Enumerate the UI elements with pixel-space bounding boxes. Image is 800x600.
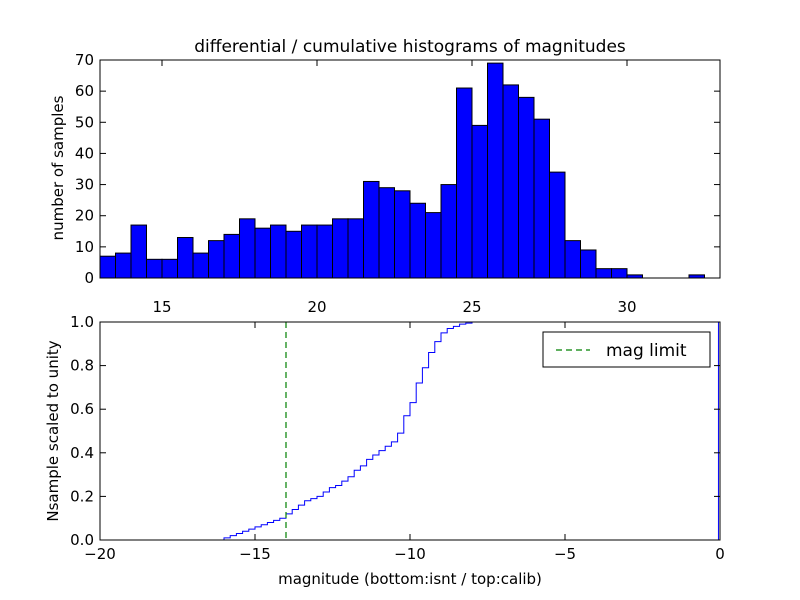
- legend: mag limit: [542, 331, 711, 368]
- bottom-ticks-group: 0.0 0.2 0.4 0.6 0.8 1.0 −20 −15 −10 −5 0: [70, 313, 725, 563]
- histogram-bar: [378, 187, 395, 279]
- bottom-y-tick-label: 1.0: [70, 313, 94, 331]
- histogram-bar: [564, 240, 581, 279]
- histogram-bar: [130, 224, 147, 279]
- top-y-tick-label: 10: [75, 238, 94, 256]
- top-plot-frame: [99, 59, 721, 279]
- top-y-tick-label: 40: [75, 144, 94, 162]
- histogram-bar: [301, 224, 318, 279]
- top-x-tick-label: 30: [617, 298, 636, 316]
- bottom-x-tick-label: −10: [394, 545, 426, 563]
- top-chart-title: differential / cumulative histograms of …: [194, 37, 626, 57]
- histogram-bar: [595, 268, 612, 279]
- bottom-x-tick-label: −5: [554, 545, 576, 563]
- histogram-bar: [270, 224, 287, 279]
- cumulative-step-line: [100, 321, 719, 541]
- top-x-tick-label: 20: [307, 298, 326, 316]
- histogram-bar: [518, 96, 535, 279]
- histogram-bar: [425, 212, 442, 279]
- histogram-bar: [347, 218, 364, 279]
- histogram-bar: [285, 230, 302, 279]
- histogram-bar: [239, 218, 256, 279]
- bottom-x-tick-label: −15: [239, 545, 271, 563]
- histogram-bar: [409, 202, 426, 279]
- bottom-x-axis-label: magnitude (bottom:isnt / top:calib): [278, 570, 542, 588]
- histogram-bar: [254, 227, 271, 279]
- histogram-bar: [440, 184, 457, 279]
- top-x-tick-label: 15: [152, 298, 171, 316]
- top-y-tick-label: 20: [75, 207, 94, 225]
- histogram-bar: [332, 218, 349, 279]
- histogram-bar: [161, 258, 178, 279]
- top-y-axis-label: number of samples: [49, 95, 67, 240]
- histogram-bar: [580, 249, 597, 279]
- bottom-y-axis-label: Nsample scaled to unity: [44, 340, 62, 521]
- histogram-bar: [316, 224, 333, 279]
- histogram-bar: [502, 84, 519, 279]
- bottom-y-tick-label: 0.4: [70, 444, 94, 462]
- bottom-x-tick-label: −20: [84, 545, 116, 563]
- bottom-y-tick-label: 0.0: [70, 531, 94, 549]
- histogram-bar: [115, 252, 132, 279]
- histogram-bar: [611, 268, 628, 279]
- top-y-tick-label: 30: [75, 176, 94, 194]
- legend-label-mag-limit: mag limit: [606, 341, 687, 361]
- histogram-bar: [394, 190, 411, 279]
- top-histogram-panel: differential / cumulative histograms of …: [49, 37, 721, 316]
- histogram-bar: [208, 240, 225, 279]
- histogram-bar: [177, 237, 194, 279]
- top-y-tick-label: 50: [75, 113, 94, 131]
- top-x-tick-label: 25: [462, 298, 481, 316]
- histogram-bar: [533, 118, 550, 279]
- bottom-cumulative-panel: Nsample scaled to unity magnitude (botto…: [44, 313, 725, 588]
- top-y-tick-label: 70: [75, 51, 94, 69]
- bottom-y-tick-label: 0.2: [70, 487, 94, 505]
- histogram-bar: [146, 258, 163, 279]
- histogram-bar: [456, 87, 473, 279]
- top-bars-group: [99, 62, 705, 279]
- histogram-bar: [99, 255, 116, 279]
- bottom-x-tick-label: 0: [715, 545, 725, 563]
- top-y-tick-label: 0: [84, 269, 94, 287]
- histogram-bar: [223, 233, 240, 279]
- bottom-y-tick-label: 0.6: [70, 400, 94, 418]
- histogram-bar: [471, 124, 488, 279]
- top-y-tick-label: 60: [75, 82, 94, 100]
- top-ticks-group: 0 10 20 30 40 50 60 70 15 20 25 30: [75, 51, 720, 316]
- histogram-bar: [192, 252, 209, 279]
- histogram-bar: [487, 62, 504, 279]
- bottom-y-tick-label: 0.8: [70, 357, 94, 375]
- histogram-bar: [363, 180, 380, 279]
- histogram-bar: [549, 171, 566, 279]
